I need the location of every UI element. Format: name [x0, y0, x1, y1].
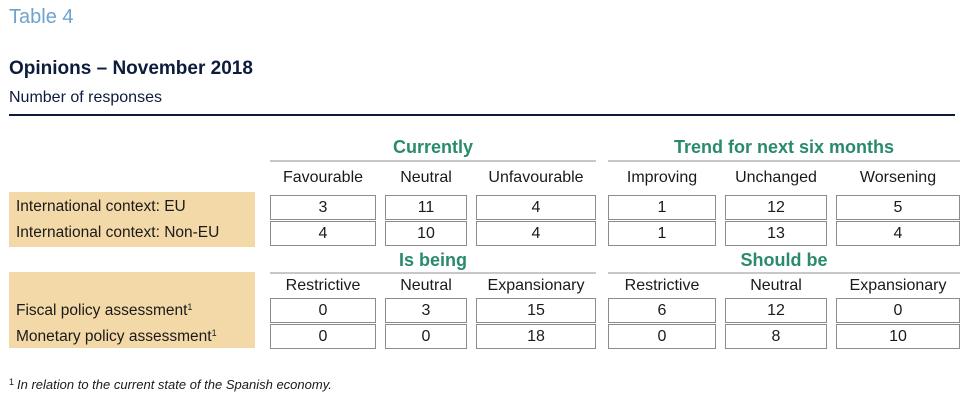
group-rule-currently [270, 160, 596, 162]
table-cell: 10 [385, 221, 467, 246]
col-header-worsening: Worsening [859, 169, 937, 186]
col-header-improving: Improving [626, 169, 698, 186]
table-cell: 1 [608, 195, 716, 220]
group-header-currently: Currently [392, 137, 473, 157]
col-header-unchanged: Unchanged [735, 169, 817, 186]
table-cell: 13 [725, 221, 827, 246]
col-header-neutral: Neutral [400, 277, 452, 294]
table-cell: 11 [385, 195, 467, 220]
footnote-marker: 1 [211, 328, 217, 338]
table-number: Table 4 [9, 6, 74, 28]
col-header-neutral: Neutral [750, 277, 802, 294]
table-cell: 6 [608, 298, 716, 323]
table-cell: 8 [725, 324, 827, 349]
table-cell: 3 [270, 195, 376, 220]
table-cell: 18 [476, 324, 596, 349]
table-cell: 3 [385, 298, 467, 323]
table-subtitle: Number of responses [9, 89, 162, 106]
title-divider [9, 114, 955, 116]
table-cell: 0 [385, 324, 467, 349]
table-cell: 0 [608, 324, 716, 349]
row-label-shade-bottom [9, 272, 255, 348]
table-cell: 4 [270, 221, 376, 246]
table-cell: 4 [836, 221, 960, 246]
table-cell: 4 [476, 221, 596, 246]
footnote: 1 In relation to the current state of the… [9, 377, 332, 392]
col-header-expansionary: Expansionary [849, 277, 947, 294]
group-rule-is-being [270, 272, 596, 274]
table-cell: 0 [270, 298, 376, 323]
col-header-restrictive: Restrictive [624, 277, 700, 294]
row-label-fiscal: Fiscal policy assessment1 [16, 302, 193, 319]
table-title: Opinions – November 2018 [9, 58, 253, 79]
table-cell: 0 [270, 324, 376, 349]
table-cell: 1 [608, 221, 716, 246]
table-cell: 4 [476, 195, 596, 220]
group-header-is-being: Is being [398, 250, 467, 270]
table-cell: 5 [836, 195, 960, 220]
footnote-marker: 1 [187, 302, 193, 312]
col-header-unfavourable: Unfavourable [488, 169, 584, 186]
col-header-expansionary: Expansionary [487, 277, 585, 294]
col-header-restrictive: Restrictive [285, 277, 361, 294]
group-header-trend: Trend for next six months [673, 137, 895, 157]
row-label-monetary: Monetary policy assessment1 [16, 328, 217, 345]
row-label-non-eu: International context: Non-EU [16, 224, 220, 241]
row-label-eu: International context: EU [16, 198, 186, 215]
group-header-should-be: Should be [740, 250, 828, 270]
row-label-shade-top [9, 192, 255, 247]
group-rule-should-be [608, 272, 960, 274]
group-rule-trend [608, 160, 960, 162]
col-header-neutral: Neutral [400, 169, 452, 186]
table-cell: 15 [476, 298, 596, 323]
table-cell: 12 [725, 195, 827, 220]
col-header-favourable: Favourable [282, 169, 364, 186]
footnote-number: 1 [9, 377, 15, 387]
table-cell: 12 [725, 298, 827, 323]
table-cell: 0 [836, 298, 960, 323]
table-cell: 10 [836, 324, 960, 349]
